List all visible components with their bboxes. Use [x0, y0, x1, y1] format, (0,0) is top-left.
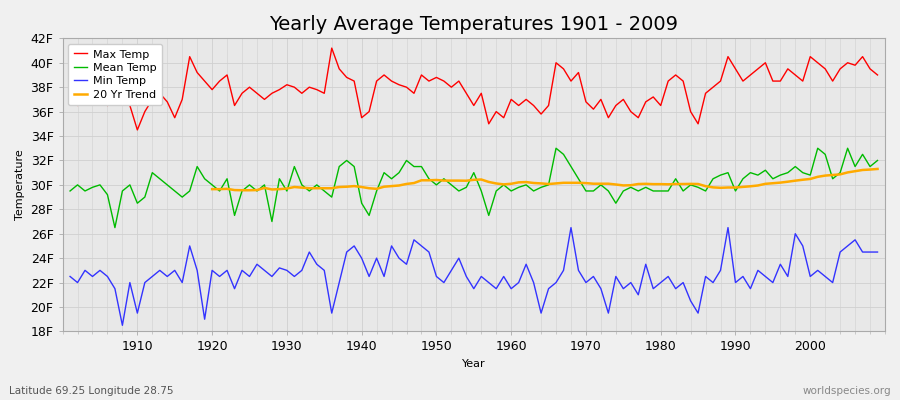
Max Temp — [132, 128, 143, 132]
Line: 20 Yr Trend: 20 Yr Trend — [212, 169, 878, 190]
Legend: Max Temp, Mean Temp, Min Temp, 20 Yr Trend: Max Temp, Mean Temp, Min Temp, 20 Yr Tre… — [68, 44, 162, 106]
20 Yr Trend — [782, 179, 793, 184]
20 Yr Trend — [872, 166, 883, 171]
20 Yr Trend — [768, 181, 778, 186]
Max Temp — [349, 79, 360, 84]
Line: Max Temp: Max Temp — [70, 48, 878, 130]
Max Temp — [513, 103, 524, 108]
X-axis label: Year: Year — [462, 359, 486, 369]
Mean Temp — [610, 201, 621, 206]
Max Temp — [610, 103, 621, 108]
20 Yr Trend — [207, 187, 218, 192]
Mean Temp — [341, 158, 352, 163]
Max Temp — [521, 97, 532, 102]
20 Yr Trend — [416, 178, 427, 183]
20 Yr Trend — [850, 169, 860, 174]
Min Temp — [565, 225, 576, 230]
Min Temp — [506, 286, 517, 291]
Mean Temp — [551, 146, 562, 151]
Min Temp — [65, 274, 76, 279]
Mean Temp — [872, 158, 883, 163]
20 Yr Trend — [678, 182, 688, 186]
Y-axis label: Temperature: Temperature — [15, 150, 25, 220]
20 Yr Trend — [237, 188, 248, 193]
Min Temp — [132, 311, 143, 316]
20 Yr Trend — [304, 186, 315, 191]
Min Temp — [872, 250, 883, 254]
Min Temp — [610, 274, 621, 279]
Max Temp — [872, 72, 883, 77]
Line: Mean Temp: Mean Temp — [70, 148, 878, 228]
Max Temp — [327, 46, 338, 50]
Mean Temp — [110, 225, 121, 230]
Max Temp — [65, 97, 76, 102]
Mean Temp — [513, 185, 524, 190]
Text: Latitude 69.25 Longitude 28.75: Latitude 69.25 Longitude 28.75 — [9, 386, 174, 396]
Mean Temp — [506, 188, 517, 193]
Min Temp — [513, 280, 524, 285]
Min Temp — [296, 268, 307, 273]
Line: Min Temp: Min Temp — [70, 228, 878, 325]
Min Temp — [117, 323, 128, 328]
Mean Temp — [296, 182, 307, 187]
Title: Yearly Average Temperatures 1901 - 2009: Yearly Average Temperatures 1901 - 2009 — [269, 15, 679, 34]
Max Temp — [296, 91, 307, 96]
Min Temp — [341, 250, 352, 254]
Mean Temp — [65, 188, 76, 193]
Mean Temp — [132, 201, 143, 206]
Text: worldspecies.org: worldspecies.org — [803, 386, 891, 396]
Max Temp — [124, 103, 135, 108]
